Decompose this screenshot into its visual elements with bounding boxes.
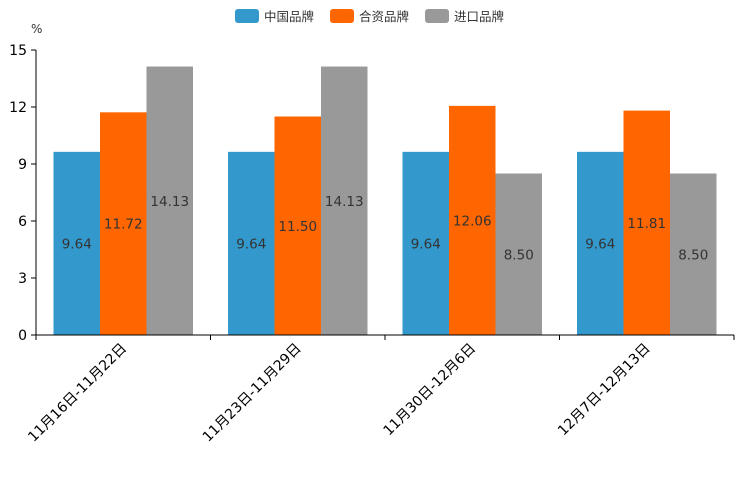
y-axis-unit-label: % [31, 22, 42, 36]
legend-label[interactable]: 中国品牌 [264, 9, 314, 24]
bar-4-3[interactable] [670, 173, 717, 336]
x-tick-label: 11月30日-12月6日 [381, 341, 480, 440]
data-label: 9.64 [62, 236, 92, 252]
bar-3-2[interactable] [449, 105, 496, 335]
bar-3-1[interactable] [402, 151, 450, 335]
bar-4-2[interactable] [623, 110, 671, 335]
bar-1-3[interactable] [146, 66, 194, 335]
data-label: 9.64 [411, 236, 441, 252]
data-label: 11.50 [278, 219, 317, 235]
data-label: 8.50 [504, 247, 534, 263]
y-tick-label: 9 [18, 157, 27, 173]
bar-2-3[interactable] [321, 66, 368, 335]
y-tick-label: 0 [18, 328, 27, 344]
y-tick-label: 3 [18, 271, 27, 287]
x-axis: 11月16日-11月22日 11月23日-11月29日 11月30日-12月6日 12… [25, 334, 735, 446]
bars: 9.64 11.72 14.13 9.64 11.50 14.13 9.64 12.06 8.5… [53, 66, 717, 336]
legend-label[interactable]: 合资品牌 [359, 9, 409, 24]
bar-2-1[interactable] [228, 151, 275, 335]
legend-label[interactable]: 进口品牌 [454, 9, 504, 24]
data-label: 9.64 [585, 236, 615, 252]
legend-swatch[interactable] [330, 9, 354, 23]
legend-swatch[interactable] [235, 9, 259, 23]
data-label: 14.13 [150, 194, 189, 210]
data-label: 9.64 [236, 236, 266, 252]
bar-3-3[interactable] [495, 173, 543, 336]
y-tick-label: 15 [9, 43, 27, 59]
data-label: 12.06 [453, 213, 492, 229]
bar-4-1[interactable] [577, 151, 624, 335]
y-tick-label: 6 [18, 214, 27, 230]
y-axis: 0 3 6 9 12 15 [9, 43, 37, 344]
x-tick-label: 11月16日-11月22日 [25, 341, 130, 446]
bar-1-1[interactable] [53, 151, 101, 335]
x-tick-label: 11月23日-11月29日 [200, 341, 305, 446]
data-label: 8.50 [678, 247, 708, 263]
data-label: 11.81 [627, 216, 666, 232]
y-tick-label: 12 [9, 100, 27, 116]
x-tick-label: 12月7日-12月13日 [555, 341, 654, 440]
bar-1-2[interactable] [100, 112, 147, 335]
legend-swatch[interactable] [425, 9, 449, 23]
data-label: 14.13 [325, 194, 364, 210]
data-label: 11.72 [104, 217, 143, 233]
bar-2-2[interactable] [274, 116, 322, 336]
legend: 中国品牌 合资品牌 进口品牌 [235, 9, 504, 24]
